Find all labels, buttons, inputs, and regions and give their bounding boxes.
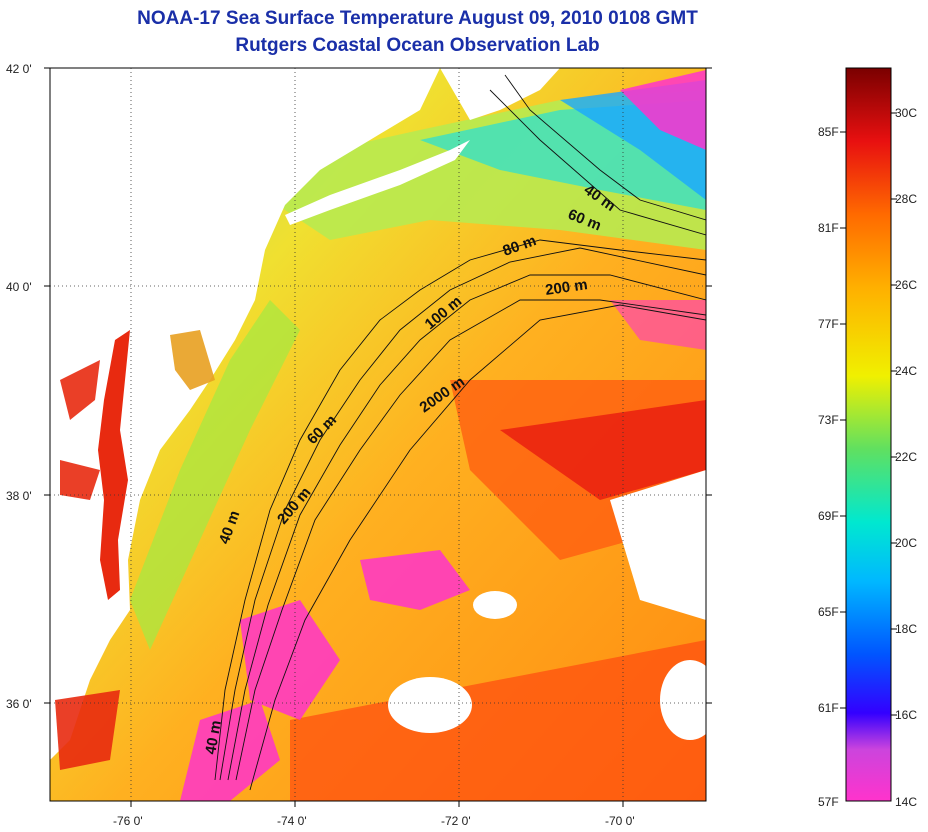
- lon-label: -70 0': [605, 814, 635, 828]
- lon-label: -76 0': [113, 814, 143, 828]
- celsius-label: 14C: [895, 795, 917, 809]
- bay-tributary: [60, 360, 100, 420]
- lat-label: 42 0': [6, 62, 32, 76]
- long-island: [285, 140, 470, 225]
- fahrenheit-label: 61F: [818, 701, 839, 715]
- anomaly-patch: [180, 700, 280, 801]
- anomaly-patch: [610, 300, 706, 350]
- gulf-stream-core: [500, 400, 706, 500]
- map-title: NOAA-17 Sea Surface Temperature August 0…: [137, 8, 698, 29]
- anomaly-patch: [360, 550, 470, 610]
- celsius-label: 26C: [895, 278, 917, 292]
- cloud-gap: [473, 591, 517, 619]
- lat-label: 36 0': [6, 697, 32, 711]
- lon-label: -74 0': [277, 814, 307, 828]
- isobath-contours: [214, 74, 706, 791]
- fahrenheit-label: 69F: [818, 509, 839, 523]
- mainland: [50, 68, 440, 760]
- fahrenheit-label: 81F: [818, 221, 839, 235]
- map-frame: [49, 67, 707, 802]
- celsius-label: 18C: [895, 622, 917, 636]
- colorbar-celsius-labels: 30C 28C 26C 24C 22C 20C 18C 16C 14C: [895, 106, 917, 809]
- celsius-label: 28C: [895, 192, 917, 206]
- lat-label: 38 0': [6, 489, 32, 503]
- fahrenheit-label: 85F: [818, 125, 839, 139]
- fahrenheit-label: 57F: [818, 795, 839, 809]
- colorbar-ticks: [840, 112, 897, 716]
- nearshore-water: [130, 300, 300, 650]
- delaware-bay: [170, 330, 215, 390]
- cloud-gap: [610, 470, 706, 620]
- colorbar: [845, 67, 892, 802]
- graticule: [50, 68, 706, 801]
- colorbar-fahrenheit-labels: 85F 81F 77F 73F 69F 65F 61F 57F: [818, 125, 839, 809]
- contour-label: 40 m: [202, 719, 225, 756]
- bay-tributary: [60, 460, 100, 500]
- celsius-label: 22C: [895, 450, 917, 464]
- anomaly-ne: [620, 70, 706, 150]
- fahrenheit-label: 73F: [818, 413, 839, 427]
- cloud-gap: [660, 660, 706, 740]
- cloud-gap: [388, 677, 472, 733]
- fahrenheit-label: 65F: [818, 605, 839, 619]
- contour-label: 200 m: [544, 276, 588, 299]
- celsius-label: 30C: [895, 106, 917, 120]
- celsius-label: 16C: [895, 708, 917, 722]
- southern-warm-water: [290, 640, 706, 801]
- fahrenheit-label: 77F: [818, 317, 839, 331]
- celsius-label: 20C: [895, 536, 917, 550]
- chesapeake-bay: [98, 330, 130, 600]
- lat-label: 40 0': [6, 280, 32, 294]
- celsius-label: 24C: [895, 364, 917, 378]
- lon-label: -72 0': [441, 814, 471, 828]
- pamlico-sound: [55, 690, 120, 770]
- new-england: [440, 68, 560, 120]
- axis-ticks: [44, 67, 712, 807]
- map-subtitle: Rutgers Coastal Ocean Observation Lab: [235, 35, 600, 56]
- sst-imagery: [50, 68, 706, 801]
